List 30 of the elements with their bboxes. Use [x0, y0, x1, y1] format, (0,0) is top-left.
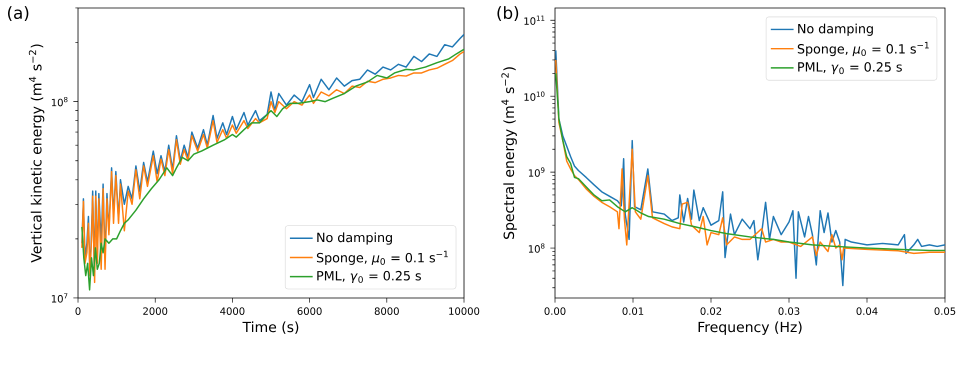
y-axis-title: Vertical kinetic energy (m$^{4}$ s$^{−2}$)	[28, 44, 44, 263]
y-tick-label: 10$^{10}$	[524, 91, 544, 101]
x-tick-label: 0.01	[622, 307, 644, 315]
legend-label: No damping	[317, 232, 392, 245]
y-tick-label: 10$^{8}$	[52, 96, 68, 106]
y-axis-title: Spectral energy (m$^{4}$ s$^{−2}$)	[501, 67, 517, 239]
legend-label: No damping	[798, 24, 873, 36]
x-axis-title: Frequency (Hz)	[698, 321, 802, 335]
chart-title: (b)	[497, 6, 518, 22]
x-tick-label: 0.05	[934, 307, 956, 315]
legend-label: Sponge, μ$_{0}$ = 0.1 s$^{−1}$	[798, 42, 929, 56]
x-tick-label: 0.04	[856, 307, 878, 315]
x-tick-label: 2000	[143, 307, 168, 315]
x-tick-label: 0.00	[544, 307, 566, 315]
x-axis-title: Time (s)	[242, 321, 298, 334]
x-tick-label: 0	[76, 307, 81, 315]
x-tick-label: 4000	[220, 307, 244, 315]
x-tick-label: 6000	[298, 307, 322, 315]
legend-label: PML, γ$_{0}$ = 0.25 s	[798, 62, 902, 74]
x-tick-label: 8000	[374, 307, 399, 315]
y-tick-label: 10$^{8}$	[528, 243, 544, 253]
legend-label: Sponge, μ$_{0}$ = 0.1 s$^{−1}$	[316, 250, 448, 265]
chart-title: (a)	[8, 6, 28, 21]
x-tick-label: 0.03	[778, 307, 800, 315]
legend-label: PML, γ$_{0}$ = 0.25 s	[317, 270, 421, 283]
x-tick-label: 0.02	[700, 307, 722, 315]
y-tick-label: 10$^{11}$	[524, 16, 544, 25]
y-tick-label: 10$^{9}$	[528, 167, 544, 177]
x-tick-label: 10000	[449, 307, 480, 315]
y-tick-label: 10$^{7}$	[52, 293, 68, 303]
